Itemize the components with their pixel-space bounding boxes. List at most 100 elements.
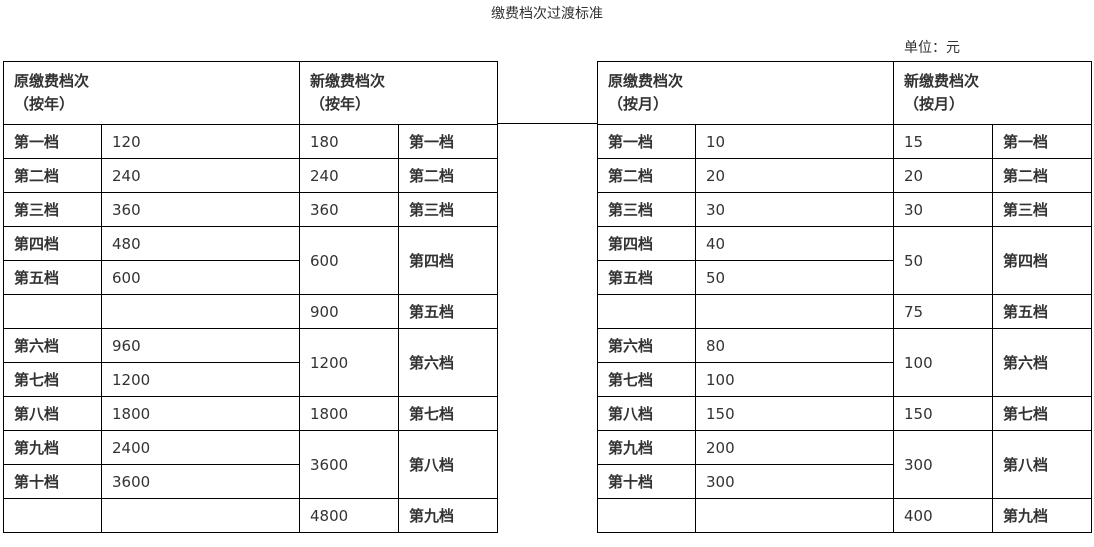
table-row: 4800 第九档 (3, 498, 498, 533)
table-row: 第一档 10 15 第一档 (597, 124, 1092, 159)
new-tier-amount: 100 (893, 328, 993, 397)
new-tier-label: 第八档 (992, 430, 1092, 499)
new-tier-amount: 4800 (299, 498, 399, 533)
new-tier-label: 第一档 (992, 124, 1092, 159)
table-row: 第五档 50 (597, 260, 1092, 295)
new-tier-label: 第六档 (992, 328, 1092, 397)
header-row: 原缴费档次 （按月） 新缴费档次 （按月） (597, 61, 1092, 125)
new-tier-label: 第七档 (992, 396, 1092, 431)
original-tier-amount: 600 (101, 260, 300, 295)
table-row: 第二档 240 240 第二档 (3, 158, 498, 193)
original-tier-amount: 480 (101, 226, 300, 261)
new-tier-label: 第九档 (398, 498, 498, 533)
header-text: 原缴费档次 (608, 72, 684, 90)
original-tier-label: 第四档 (597, 226, 696, 261)
original-tier-amount (695, 498, 894, 533)
new-tier-label: 第七档 (398, 396, 498, 431)
table-row: 第八档 150 150 第七档 (597, 396, 1092, 431)
original-tier-label: 第五档 (3, 260, 102, 295)
header-row: 原缴费档次 （按年） 新缴费档次 （按年） (3, 61, 498, 125)
table-row: 第九档 200 300 第八档 (597, 430, 1092, 499)
table-row: 第六档 960 1200 第六档 (3, 328, 498, 397)
table-row: 第五档 600 (3, 260, 498, 295)
new-tier-label: 第三档 (398, 192, 498, 227)
table-row: 第三档 30 30 第三档 (597, 192, 1092, 227)
original-tier-amount: 3600 (101, 464, 300, 499)
original-tier-label: 第二档 (597, 158, 696, 193)
header-text: （按月） (608, 95, 669, 113)
original-tier-label: 第九档 (3, 430, 102, 465)
new-tier-amount: 3600 (299, 430, 399, 499)
original-tier-label: 第七档 (597, 362, 696, 397)
original-tier-label: 第七档 (3, 362, 102, 397)
header-text: 新缴费档次 (310, 72, 386, 90)
header-text: （按月） (904, 95, 965, 113)
table-row: 400 第九档 (597, 498, 1092, 533)
new-tier-amount: 400 (893, 498, 993, 533)
table-row: 第一档 120 180 第一档 (3, 124, 498, 159)
header-text: 原缴费档次 (14, 72, 90, 90)
new-tier-amount: 1200 (299, 328, 399, 397)
original-tier-amount (101, 498, 300, 533)
original-tier-amount: 200 (695, 430, 894, 465)
original-tier-amount: 100 (695, 362, 894, 397)
table-row: 第十档 3600 (3, 464, 498, 499)
original-tier-amount: 300 (695, 464, 894, 499)
table-row: 第七档 1200 (3, 362, 498, 397)
original-tier-amount: 80 (695, 328, 894, 363)
original-tier-amount: 30 (695, 192, 894, 227)
original-tier-label: 第六档 (597, 328, 696, 363)
yearly-transition-table: 原缴费档次 （按年） 新缴费档次 （按年） 第一档 120 180 第一档 第二档 240 240 第… (3, 61, 498, 533)
original-tier-label (597, 294, 696, 329)
original-tier-amount: 360 (101, 192, 300, 227)
table-row: 第七档 100 (597, 362, 1092, 397)
new-tier-amount: 600 (299, 226, 399, 295)
new-tier-label: 第一档 (398, 124, 498, 159)
original-tier-label: 第三档 (597, 192, 696, 227)
monthly-transition-table: 原缴费档次 （按月） 新缴费档次 （按月） 第一档 10 15 第一档 第二档 20 20 第二档 第三… (597, 61, 1092, 533)
original-tier-label: 第八档 (3, 396, 102, 431)
table-row: 第八档 1800 1800 第七档 (3, 396, 498, 431)
original-tier-amount: 10 (695, 124, 894, 159)
new-tier-amount: 900 (299, 294, 399, 329)
new-tier-label: 第三档 (992, 192, 1092, 227)
unit-label: 单位：元 (904, 40, 960, 56)
original-tier-amount (101, 294, 300, 329)
original-tier-header: 原缴费档次 （按年） (3, 61, 300, 125)
page-title: 缴费档次过渡标准 (491, 6, 603, 22)
original-tier-amount: 150 (695, 396, 894, 431)
new-tier-amount: 15 (893, 124, 993, 159)
new-tier-label: 第六档 (398, 328, 498, 397)
original-tier-amount: 20 (695, 158, 894, 193)
original-tier-amount (695, 294, 894, 329)
original-tier-label: 第九档 (597, 430, 696, 465)
new-tier-label: 第四档 (398, 226, 498, 295)
original-tier-label: 第一档 (597, 124, 696, 159)
new-tier-label: 第二档 (992, 158, 1092, 193)
table-row: 第四档 40 50 第四档 (597, 226, 1092, 295)
new-tier-amount: 300 (893, 430, 993, 499)
header-text: （按年） (310, 95, 371, 113)
original-tier-amount: 1800 (101, 396, 300, 431)
original-tier-label (3, 294, 102, 329)
new-tier-amount: 150 (893, 396, 993, 431)
new-tier-amount: 240 (299, 158, 399, 193)
new-tier-amount: 1800 (299, 396, 399, 431)
new-tier-label: 第五档 (398, 294, 498, 329)
original-tier-label: 第十档 (597, 464, 696, 499)
new-tier-header: 新缴费档次 （按年） (299, 61, 498, 125)
original-tier-label: 第一档 (3, 124, 102, 159)
original-tier-header: 原缴费档次 （按月） (597, 61, 894, 125)
new-tier-amount: 360 (299, 192, 399, 227)
original-tier-label: 第十档 (3, 464, 102, 499)
original-tier-label: 第八档 (597, 396, 696, 431)
table-row: 900 第五档 (3, 294, 498, 329)
original-tier-amount: 1200 (101, 362, 300, 397)
new-tier-header: 新缴费档次 （按月） (893, 61, 1092, 125)
new-tier-amount: 50 (893, 226, 993, 295)
original-tier-amount: 2400 (101, 430, 300, 465)
table-row: 75 第五档 (597, 294, 1092, 329)
table-row: 第二档 20 20 第二档 (597, 158, 1092, 193)
table-row: 第四档 480 600 第四档 (3, 226, 498, 295)
original-tier-amount: 50 (695, 260, 894, 295)
